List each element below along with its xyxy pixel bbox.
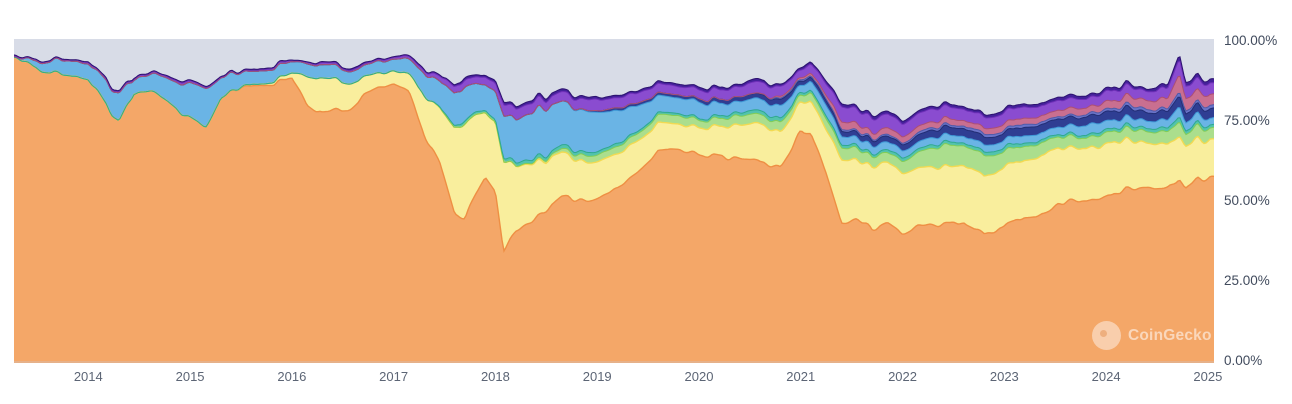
- x-tick-label: 2021: [786, 369, 816, 384]
- y-tick-label: 25.00%: [1224, 273, 1270, 288]
- x-tick-label: 2025: [1193, 369, 1223, 384]
- y-tick-label: 100.00%: [1224, 33, 1278, 48]
- x-tick-label: 2020: [684, 369, 714, 384]
- x-tick-label: 2022: [888, 369, 917, 384]
- x-tick-label: 2019: [582, 369, 612, 384]
- y-tick-label: 50.00%: [1224, 193, 1270, 208]
- y-tick-label: 75.00%: [1224, 113, 1270, 128]
- x-tick-label: 2017: [379, 369, 409, 384]
- x-tick-label: 2015: [175, 369, 205, 384]
- x-tick-label: 2014: [73, 369, 103, 384]
- x-tick-label: 2016: [277, 369, 307, 384]
- x-tick-label: 2018: [480, 369, 510, 384]
- y-tick-label: 0.00%: [1224, 353, 1263, 368]
- x-tick-label: 2024: [1091, 369, 1121, 384]
- x-tick-label: 2023: [989, 369, 1019, 384]
